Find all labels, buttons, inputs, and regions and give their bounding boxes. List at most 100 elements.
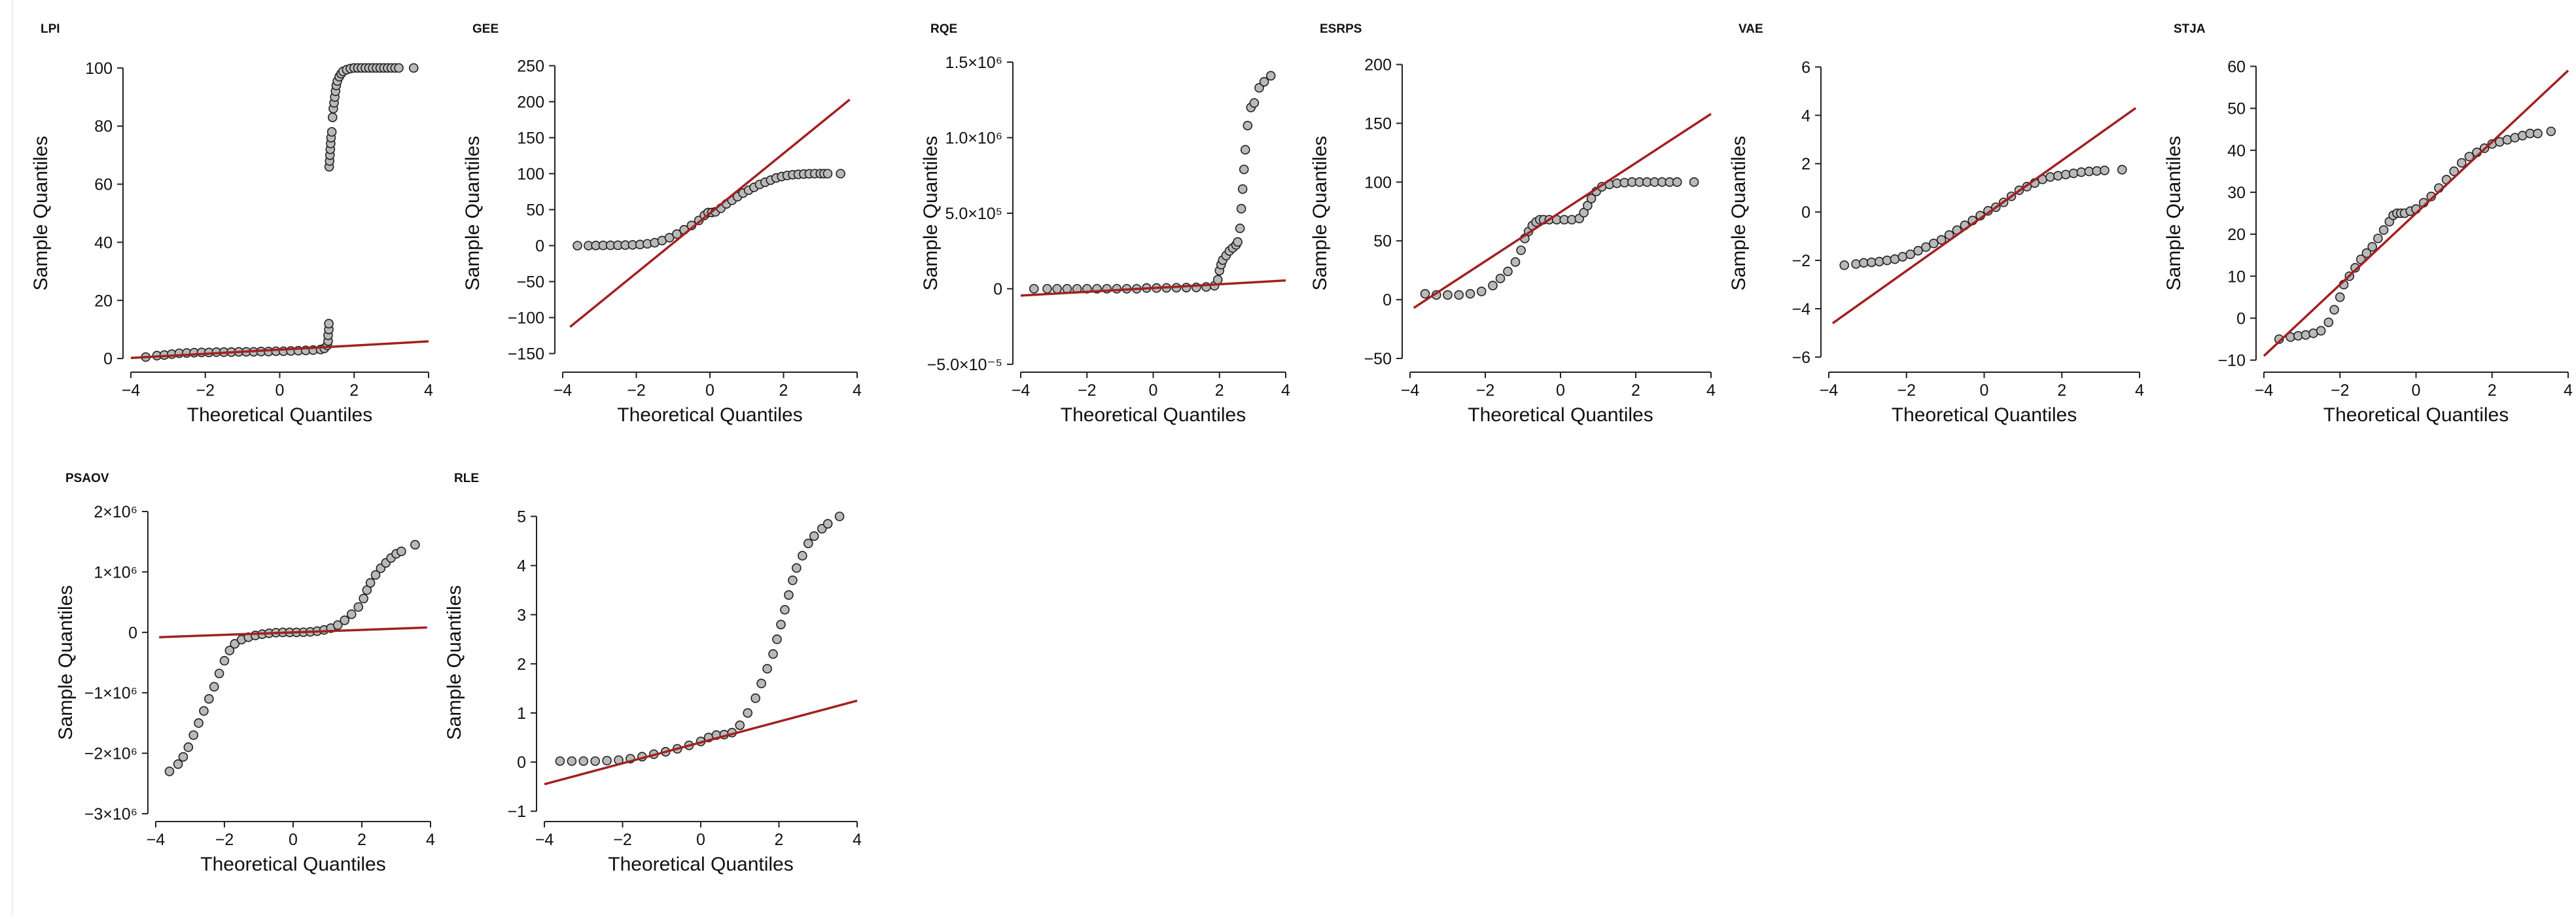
- qq-point: [2449, 166, 2459, 177]
- y-tick-label: 4: [1801, 107, 1810, 125]
- y-tick-label: 50: [2227, 100, 2246, 118]
- qq-point: [809, 531, 819, 541]
- qq-points: [141, 63, 419, 362]
- x-tick-label: −4: [2255, 381, 2274, 400]
- qq-point: [836, 169, 845, 179]
- x-axis-title: Theoretical Quantiles: [1892, 404, 2077, 426]
- qq-point: [1112, 284, 1122, 294]
- qq-panel-vae: VAE −4 −2 0 2 4 −6 −4 −2 0 2 4 6 Theoretical Quantile…: [1728, 22, 2144, 426]
- panel-title: GEE: [472, 22, 499, 36]
- y-tick-label: 60: [2227, 58, 2246, 76]
- qq-point: [792, 563, 802, 573]
- qq-point: [756, 678, 766, 689]
- qq-point: [2117, 165, 2127, 175]
- y-tick-label: 6: [1801, 58, 1810, 77]
- x-tick-label: −2: [613, 831, 632, 849]
- qq-point: [822, 519, 833, 529]
- qq-point: [204, 694, 214, 704]
- y-tick-label: 1×10⁶: [94, 563, 137, 581]
- qq-point: [1443, 290, 1453, 300]
- qq-point: [1867, 257, 1877, 268]
- qq-point: [1249, 98, 1260, 108]
- qq-point: [1921, 242, 1931, 252]
- y-tick-label: 3: [517, 606, 526, 625]
- x-tick-label: 2: [2057, 381, 2066, 400]
- qq-point: [2301, 330, 2311, 340]
- y-tick-label: −4: [1791, 300, 1810, 319]
- reference-line: [1831, 107, 2137, 324]
- x-tick-label: −2: [1078, 381, 1097, 400]
- qq-points: [2274, 126, 2556, 344]
- qq-point: [1510, 257, 1521, 267]
- x-tick-label: 4: [1706, 381, 1716, 400]
- panel-title: LPI: [41, 22, 60, 36]
- qq-point: [1495, 273, 1506, 284]
- x-tick-label: −2: [1476, 381, 1495, 400]
- qq-point: [743, 708, 752, 718]
- qq-point: [1233, 237, 1243, 247]
- x-tick-label: 0: [289, 831, 298, 849]
- y-tick-label: −1: [507, 803, 526, 821]
- x-tick-label: −2: [215, 831, 234, 849]
- qq-panel-rle: RLE −4 −2 0 2 4 −1 0 1 2 3 4 5 Theoretical Quantiles S…: [444, 472, 862, 875]
- y-tick-label: 5: [517, 508, 526, 527]
- y-tick-label: −6: [1791, 349, 1810, 367]
- qq-point: [1212, 275, 1223, 285]
- reference-line: [544, 699, 858, 786]
- qq-point: [1029, 284, 1039, 294]
- qq-panel-stja: STJA −4 −2 0 2 4 −10 0 10 20 30 40 50 60 Theoretical Q…: [2163, 22, 2573, 426]
- qq-point: [340, 616, 350, 625]
- qq-point: [780, 604, 790, 615]
- qq-point: [1236, 203, 1246, 214]
- qq-point: [2546, 126, 2556, 137]
- qq-point: [1882, 255, 1892, 266]
- qq-point: [2100, 165, 2109, 175]
- panel-title: VAE: [1738, 22, 1763, 36]
- y-tick-label: 50: [1373, 232, 1392, 251]
- reference-line: [2263, 69, 2569, 357]
- panel-title: ESRPS: [1320, 22, 1362, 36]
- qq-point: [188, 730, 199, 740]
- qq-point: [2367, 242, 2377, 252]
- qq-point: [1420, 288, 1430, 299]
- qq-point: [1851, 259, 1861, 269]
- qq-point: [1874, 256, 1884, 267]
- qq-point: [1929, 238, 1939, 249]
- y-tick-label: 0: [1383, 291, 1392, 309]
- qq-point: [326, 127, 337, 137]
- y-tick-label: 40: [94, 234, 113, 252]
- qq-point: [194, 718, 203, 728]
- qq-point: [788, 575, 798, 585]
- qq-point: [219, 655, 230, 666]
- y-tick-label: 1: [517, 704, 526, 723]
- x-tick-label: −4: [1401, 381, 1420, 400]
- reference-line: [130, 340, 429, 359]
- y-tick-label: 0: [128, 624, 137, 642]
- qq-point: [327, 113, 338, 122]
- left-divider: [12, 0, 13, 916]
- y-tick-label: 0: [1801, 203, 1810, 222]
- x-axis-title: Theoretical Quantiles: [2323, 404, 2509, 426]
- x-axis-title: Theoretical Quantiles: [617, 404, 802, 426]
- qq-point: [803, 538, 813, 549]
- qq-point: [178, 752, 188, 762]
- qq-point: [573, 241, 582, 251]
- qq-point: [1259, 77, 1269, 87]
- qq-point: [1465, 288, 1475, 299]
- qq-point: [1052, 284, 1062, 294]
- y-tick-label: 150: [517, 130, 544, 148]
- y-tick-label: 60: [94, 176, 113, 194]
- qq-point: [1913, 245, 1923, 256]
- y-tick-label: 30: [2227, 184, 2246, 202]
- y-axis-title: Sample Quantiles: [30, 136, 52, 291]
- y-tick-label: −2: [1791, 252, 1810, 270]
- qq-points: [555, 512, 845, 766]
- qq-point: [672, 229, 682, 239]
- y-tick-label: 0: [2236, 309, 2246, 328]
- qq-panel-gee: GEE −4 −2 0 2 4 −150 −100 −50 0 50 100 150 200 250 Theo…: [462, 22, 862, 426]
- qq-point: [1235, 223, 1245, 234]
- qq-point: [2464, 152, 2475, 162]
- x-tick-label: −2: [2331, 381, 2350, 400]
- panel-title: RLE: [454, 472, 479, 485]
- y-tick-label: 200: [1364, 56, 1392, 75]
